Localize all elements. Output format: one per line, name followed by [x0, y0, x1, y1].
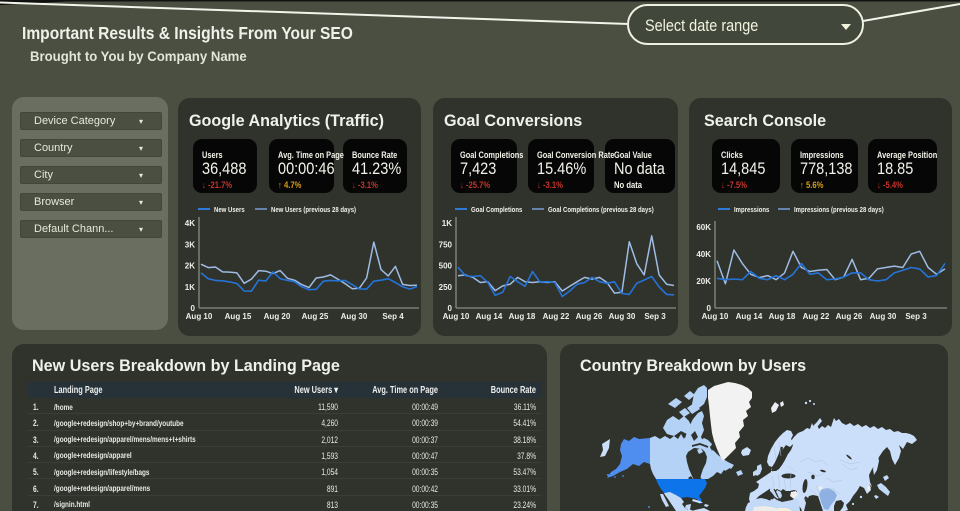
svg-text:Aug 30: Aug 30	[341, 312, 368, 321]
svg-text:0: 0	[448, 304, 453, 313]
svg-text:Aug 30: Aug 30	[870, 312, 897, 321]
svg-text:Sep 3: Sep 3	[905, 312, 927, 321]
svg-text:Aug 10: Aug 10	[443, 312, 470, 321]
svg-text:20K: 20K	[696, 277, 711, 286]
svg-text:Aug 15: Aug 15	[225, 312, 252, 321]
svg-text:2K: 2K	[185, 262, 195, 271]
svg-text:Aug 14: Aug 14	[476, 312, 503, 321]
svg-text:Aug 20: Aug 20	[264, 312, 291, 321]
svg-text:750: 750	[439, 240, 453, 249]
svg-text:40K: 40K	[696, 250, 711, 259]
svg-text:250: 250	[439, 283, 453, 292]
svg-text:Sep 4: Sep 4	[382, 312, 404, 321]
svg-text:Aug 22: Aug 22	[543, 312, 570, 321]
svg-text:0: 0	[707, 304, 712, 313]
svg-text:Aug 18: Aug 18	[509, 312, 536, 321]
svg-text:Aug 10: Aug 10	[702, 312, 729, 321]
svg-text:Aug 26: Aug 26	[576, 312, 603, 321]
svg-text:1K: 1K	[185, 283, 195, 292]
svg-text:0: 0	[191, 304, 196, 313]
svg-text:Aug 22: Aug 22	[803, 312, 830, 321]
svg-text:Aug 18: Aug 18	[769, 312, 796, 321]
svg-text:Aug 30: Aug 30	[609, 312, 636, 321]
svg-text:500: 500	[439, 262, 453, 271]
svg-text:4K: 4K	[185, 219, 195, 228]
svg-text:Sep 3: Sep 3	[644, 312, 666, 321]
svg-text:Aug 10: Aug 10	[186, 312, 213, 321]
svg-text:Aug 25: Aug 25	[302, 312, 329, 321]
svg-text:Aug 26: Aug 26	[836, 312, 863, 321]
svg-text:Aug 14: Aug 14	[736, 312, 763, 321]
svg-text:60K: 60K	[696, 223, 711, 232]
svg-text:1K: 1K	[442, 219, 452, 228]
svg-text:3K: 3K	[185, 240, 195, 249]
